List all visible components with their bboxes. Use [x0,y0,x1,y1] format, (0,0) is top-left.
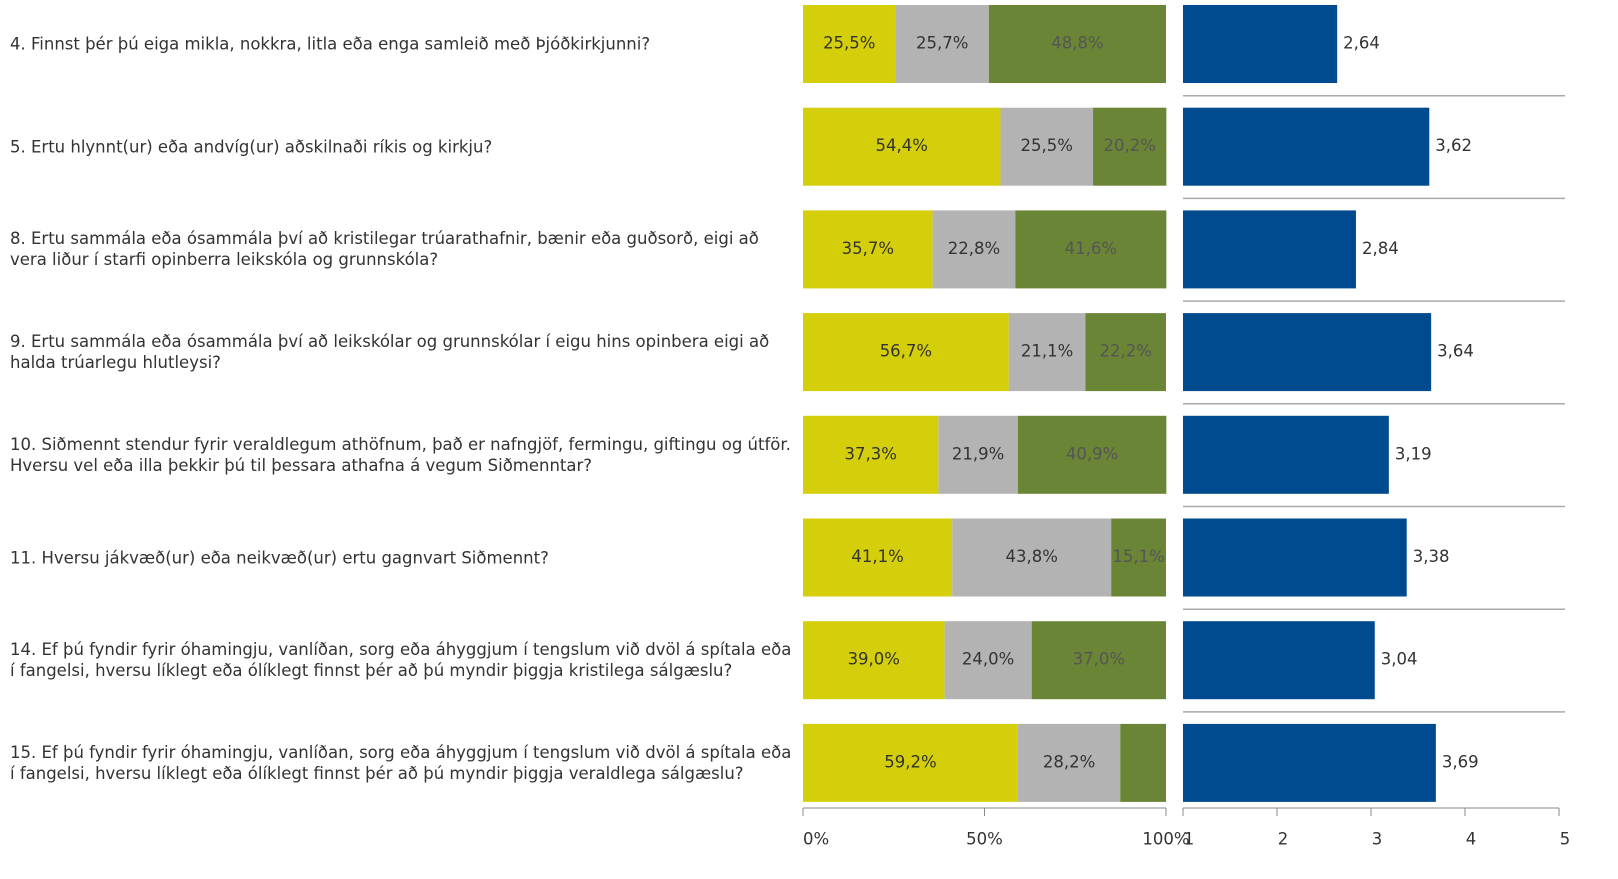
bar [1183,518,1407,597]
x-tick-label: 2 [1278,830,1289,849]
bar-segment [1093,107,1167,186]
value-label: 37,3% [844,444,896,463]
bar-segment [803,210,933,289]
value-label: 25,7% [916,34,968,53]
bar [1183,107,1430,186]
value-label: 59,2% [884,752,936,771]
bar-segment [988,5,1166,83]
bar-segment [803,723,1018,802]
question: 8. Ertu sammála eða ósammála því að kris… [10,229,759,270]
x-tick-label: 1 [1184,830,1195,849]
bar-segment [1120,723,1166,802]
value-label: 15,1% [1112,547,1164,566]
value-label: 3,19 [1395,444,1432,463]
value-label: 37,0% [1073,650,1125,669]
bar-segment [803,518,953,597]
value-label: 28,2% [1043,752,1095,771]
bar-segment [932,210,1016,289]
bar [1183,621,1375,700]
bar-segment [803,621,945,700]
bar [1183,210,1356,289]
bar [1183,5,1338,83]
value-label: 43,8% [1005,547,1057,566]
value-label: 25,5% [1021,136,1073,155]
x-tick-label: 3 [1372,830,1383,849]
question: 9. Ertu sammála eða ósammála því að leik… [10,332,770,373]
question: 14. Ef þú fyndir fyrir óhamingju, vanlíð… [10,640,792,681]
x-tick-label: 50% [966,830,1003,849]
x-tick-label: 4 [1466,830,1477,849]
bar-segment [938,415,1018,494]
question: 11. Hversu jákvæð(ur) eða neikvæð(ur) er… [10,548,549,567]
bar-segment [803,313,1009,392]
x-tick-label: 0% [803,830,829,849]
bar-segment [803,5,896,83]
bar [1183,313,1432,392]
question: 5. Ertu hlynnt(ur) eða andvíg(ur) aðskil… [10,137,493,157]
bar-segment [1031,621,1166,700]
value-label: 39,0% [848,650,900,669]
bar-segment [803,107,1001,186]
value-label: 3,38 [1413,547,1450,566]
value-label: 3,62 [1435,136,1472,155]
value-label: 41,1% [851,547,903,566]
value-label: 40,9% [1066,444,1118,463]
bar-segment [1017,723,1121,802]
value-label: 22,8% [948,239,1000,258]
value-label: 3,04 [1381,650,1418,669]
value-label: 3,64 [1437,342,1474,361]
bar-segment [895,5,989,83]
bar-segment [1000,107,1094,186]
bar-segment [1008,313,1086,392]
value-label: 21,1% [1021,342,1073,361]
value-label: 56,7% [880,342,932,361]
bar-segment [1085,313,1166,392]
question: 10. Siðmennt stendur fyrir veraldlegum a… [10,434,791,475]
value-label: 41,6% [1065,239,1117,258]
x-tick-label: 100% [1142,830,1189,849]
question: 4. Finnst þér þú eiga mikla, nokkra, lit… [10,34,651,54]
value-label: 54,4% [876,136,928,155]
bar-segment [1017,415,1167,494]
bar-segment [803,415,939,494]
bar [1183,723,1436,802]
value-label: 2,84 [1362,239,1399,258]
value-label: 20,2% [1103,136,1155,155]
value-label: 3,69 [1442,752,1479,771]
x-tick-label: 5 [1560,830,1571,849]
value-label: 25,5% [823,34,875,53]
value-label: 2,64 [1343,34,1380,53]
bar-segment [944,621,1032,700]
question: 15. Ef þú fyndir fyrir óhamingju, vanlíð… [10,742,792,783]
value-label: 35,7% [842,239,894,258]
bar-segment [1111,518,1166,597]
value-label: 22,2% [1099,342,1151,361]
bar-segment [952,518,1112,597]
value-label: 24,0% [962,650,1014,669]
value-label: 21,9% [952,444,1004,463]
value-label: 48,8% [1051,34,1103,53]
bar [1183,415,1389,494]
bar-segment [1015,210,1167,289]
